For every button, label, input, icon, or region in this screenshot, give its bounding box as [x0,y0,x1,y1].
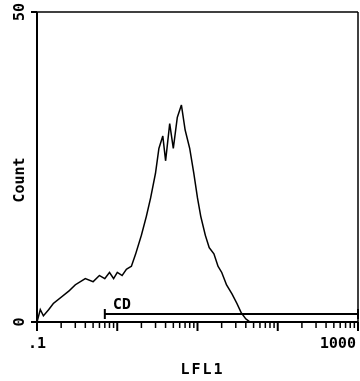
y-tick-label: 50 [10,3,28,21]
y-tick-label: 0 [10,317,28,326]
x-axis-title: LFL1 [180,360,224,378]
x-tick-label: 1000 [320,334,356,352]
x-tick-label: .1 [28,334,46,352]
gate-marker-label: CD [113,295,131,313]
histogram-line [36,12,358,323]
y-axis-title: Count [10,157,28,202]
